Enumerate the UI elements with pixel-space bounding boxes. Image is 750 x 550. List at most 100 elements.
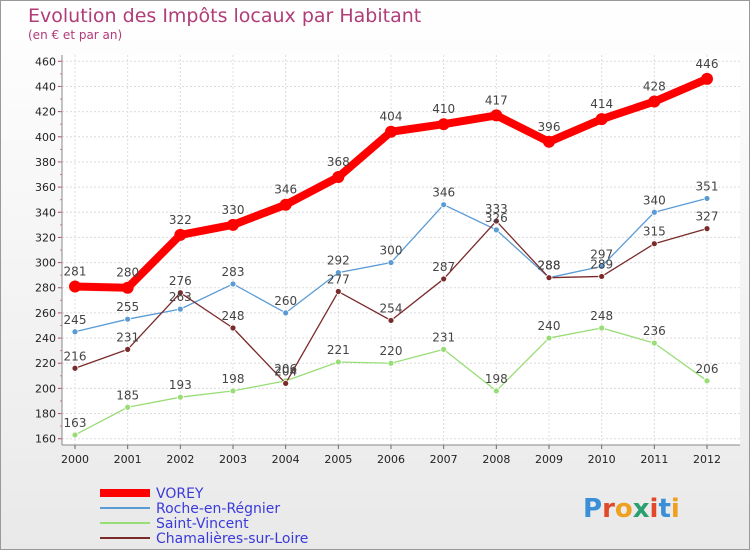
x-tick-label: 2012 bbox=[693, 453, 721, 466]
data-label: 287 bbox=[432, 260, 455, 274]
data-label: 206 bbox=[274, 362, 297, 376]
y-tick-label: 260 bbox=[35, 307, 56, 320]
data-point bbox=[648, 95, 661, 108]
x-tick-label: 2008 bbox=[482, 453, 510, 466]
data-label: 185 bbox=[116, 388, 139, 402]
data-point bbox=[332, 171, 345, 184]
data-point bbox=[229, 280, 237, 288]
data-point bbox=[279, 198, 292, 211]
x-tick-label: 2006 bbox=[377, 453, 405, 466]
y-tick-label: 440 bbox=[35, 80, 56, 93]
y-tick-label: 420 bbox=[35, 106, 56, 119]
data-point bbox=[545, 274, 553, 282]
data-point bbox=[334, 358, 342, 366]
data-label: 198 bbox=[222, 372, 245, 386]
data-label: 297 bbox=[590, 247, 613, 261]
data-point bbox=[545, 334, 553, 342]
x-tick-label: 2002 bbox=[166, 453, 194, 466]
data-point bbox=[595, 113, 608, 126]
data-label: 220 bbox=[380, 344, 403, 358]
data-label: 204 bbox=[274, 364, 297, 378]
data-label: 240 bbox=[538, 319, 561, 333]
data-label: 245 bbox=[64, 313, 87, 327]
series-roche-en-regnier bbox=[71, 195, 711, 336]
x-tick-label: 2001 bbox=[114, 453, 142, 466]
x-tick-label: 2004 bbox=[272, 453, 300, 466]
data-point bbox=[229, 387, 237, 395]
y-tick-label: 320 bbox=[35, 231, 56, 244]
data-label: 417 bbox=[485, 93, 508, 107]
data-point bbox=[437, 118, 450, 131]
data-point bbox=[703, 225, 711, 233]
y-tick-label: 460 bbox=[35, 55, 56, 68]
data-label: 221 bbox=[327, 343, 350, 357]
data-label: 292 bbox=[327, 254, 350, 268]
data-point bbox=[650, 339, 658, 347]
data-label: 281 bbox=[64, 264, 87, 278]
data-point bbox=[69, 280, 81, 293]
data-point bbox=[650, 240, 658, 248]
data-label: 254 bbox=[380, 301, 403, 315]
data-label: 340 bbox=[643, 193, 666, 207]
plot-area bbox=[62, 55, 740, 445]
logo-letter: o bbox=[615, 494, 633, 524]
data-point bbox=[703, 195, 711, 202]
data-point bbox=[282, 379, 290, 387]
legend-label: Saint-Vincent bbox=[156, 516, 249, 532]
chart-subtitle: (en € et par an) bbox=[28, 28, 122, 42]
logo-letter: i bbox=[650, 494, 659, 524]
data-label: 206 bbox=[696, 362, 719, 376]
data-label: 260 bbox=[274, 294, 297, 308]
data-point bbox=[387, 259, 395, 266]
data-point bbox=[492, 217, 500, 225]
data-label: 446 bbox=[696, 57, 719, 71]
logo-letter: P bbox=[583, 494, 602, 524]
data-label: 193 bbox=[169, 378, 192, 392]
chart-title: Evolution des Impôts locaux par Habitant bbox=[28, 5, 421, 27]
data-point bbox=[124, 315, 132, 323]
data-label: 198 bbox=[485, 372, 508, 386]
data-point bbox=[440, 201, 448, 209]
data-label: 428 bbox=[643, 80, 666, 94]
data-point bbox=[387, 317, 395, 324]
data-point bbox=[176, 305, 184, 313]
y-tick-label: 380 bbox=[35, 156, 56, 169]
y-tick-label: 180 bbox=[35, 408, 56, 421]
y-tick-label: 340 bbox=[35, 206, 56, 219]
data-label: 333 bbox=[485, 202, 508, 216]
data-point bbox=[385, 125, 397, 138]
series-chamalieres-sur-loire bbox=[71, 217, 711, 387]
data-label: 288 bbox=[538, 259, 561, 273]
y-tick-label: 360 bbox=[35, 181, 56, 194]
data-label: 255 bbox=[116, 300, 139, 314]
data-label: 283 bbox=[222, 265, 245, 279]
data-point bbox=[598, 262, 606, 270]
y-tick-label: 400 bbox=[35, 131, 56, 144]
data-label: 396 bbox=[538, 120, 561, 134]
data-point bbox=[598, 324, 606, 332]
axis-layer: 160 180 200 220 240 260 280 300 320 340 360 380 400 4… bbox=[35, 55, 740, 466]
data-label: 289 bbox=[590, 257, 613, 271]
data-point bbox=[440, 345, 448, 353]
legend-label: Chamalières-sur-Loire bbox=[156, 531, 308, 547]
data-label: 277 bbox=[327, 273, 350, 287]
data-point bbox=[229, 324, 237, 332]
data-point bbox=[71, 364, 79, 372]
data-point bbox=[174, 228, 187, 241]
series-vorey bbox=[69, 72, 713, 294]
y-tick-label: 220 bbox=[35, 357, 56, 370]
logo: Proxiti bbox=[583, 494, 680, 524]
legend: VOREYRoche-en-RégnierSaint-VincentChamal… bbox=[100, 486, 308, 547]
y-tick-label: 280 bbox=[35, 282, 56, 295]
data-point bbox=[176, 289, 184, 297]
x-tick-label: 2007 bbox=[430, 453, 458, 466]
data-point bbox=[227, 218, 239, 231]
data-point bbox=[71, 431, 79, 439]
series-layer bbox=[69, 72, 713, 439]
series-saint-vincent bbox=[71, 324, 711, 439]
data-label: 263 bbox=[169, 290, 192, 304]
x-tick-label: 2009 bbox=[535, 453, 563, 466]
data-point bbox=[334, 288, 342, 295]
